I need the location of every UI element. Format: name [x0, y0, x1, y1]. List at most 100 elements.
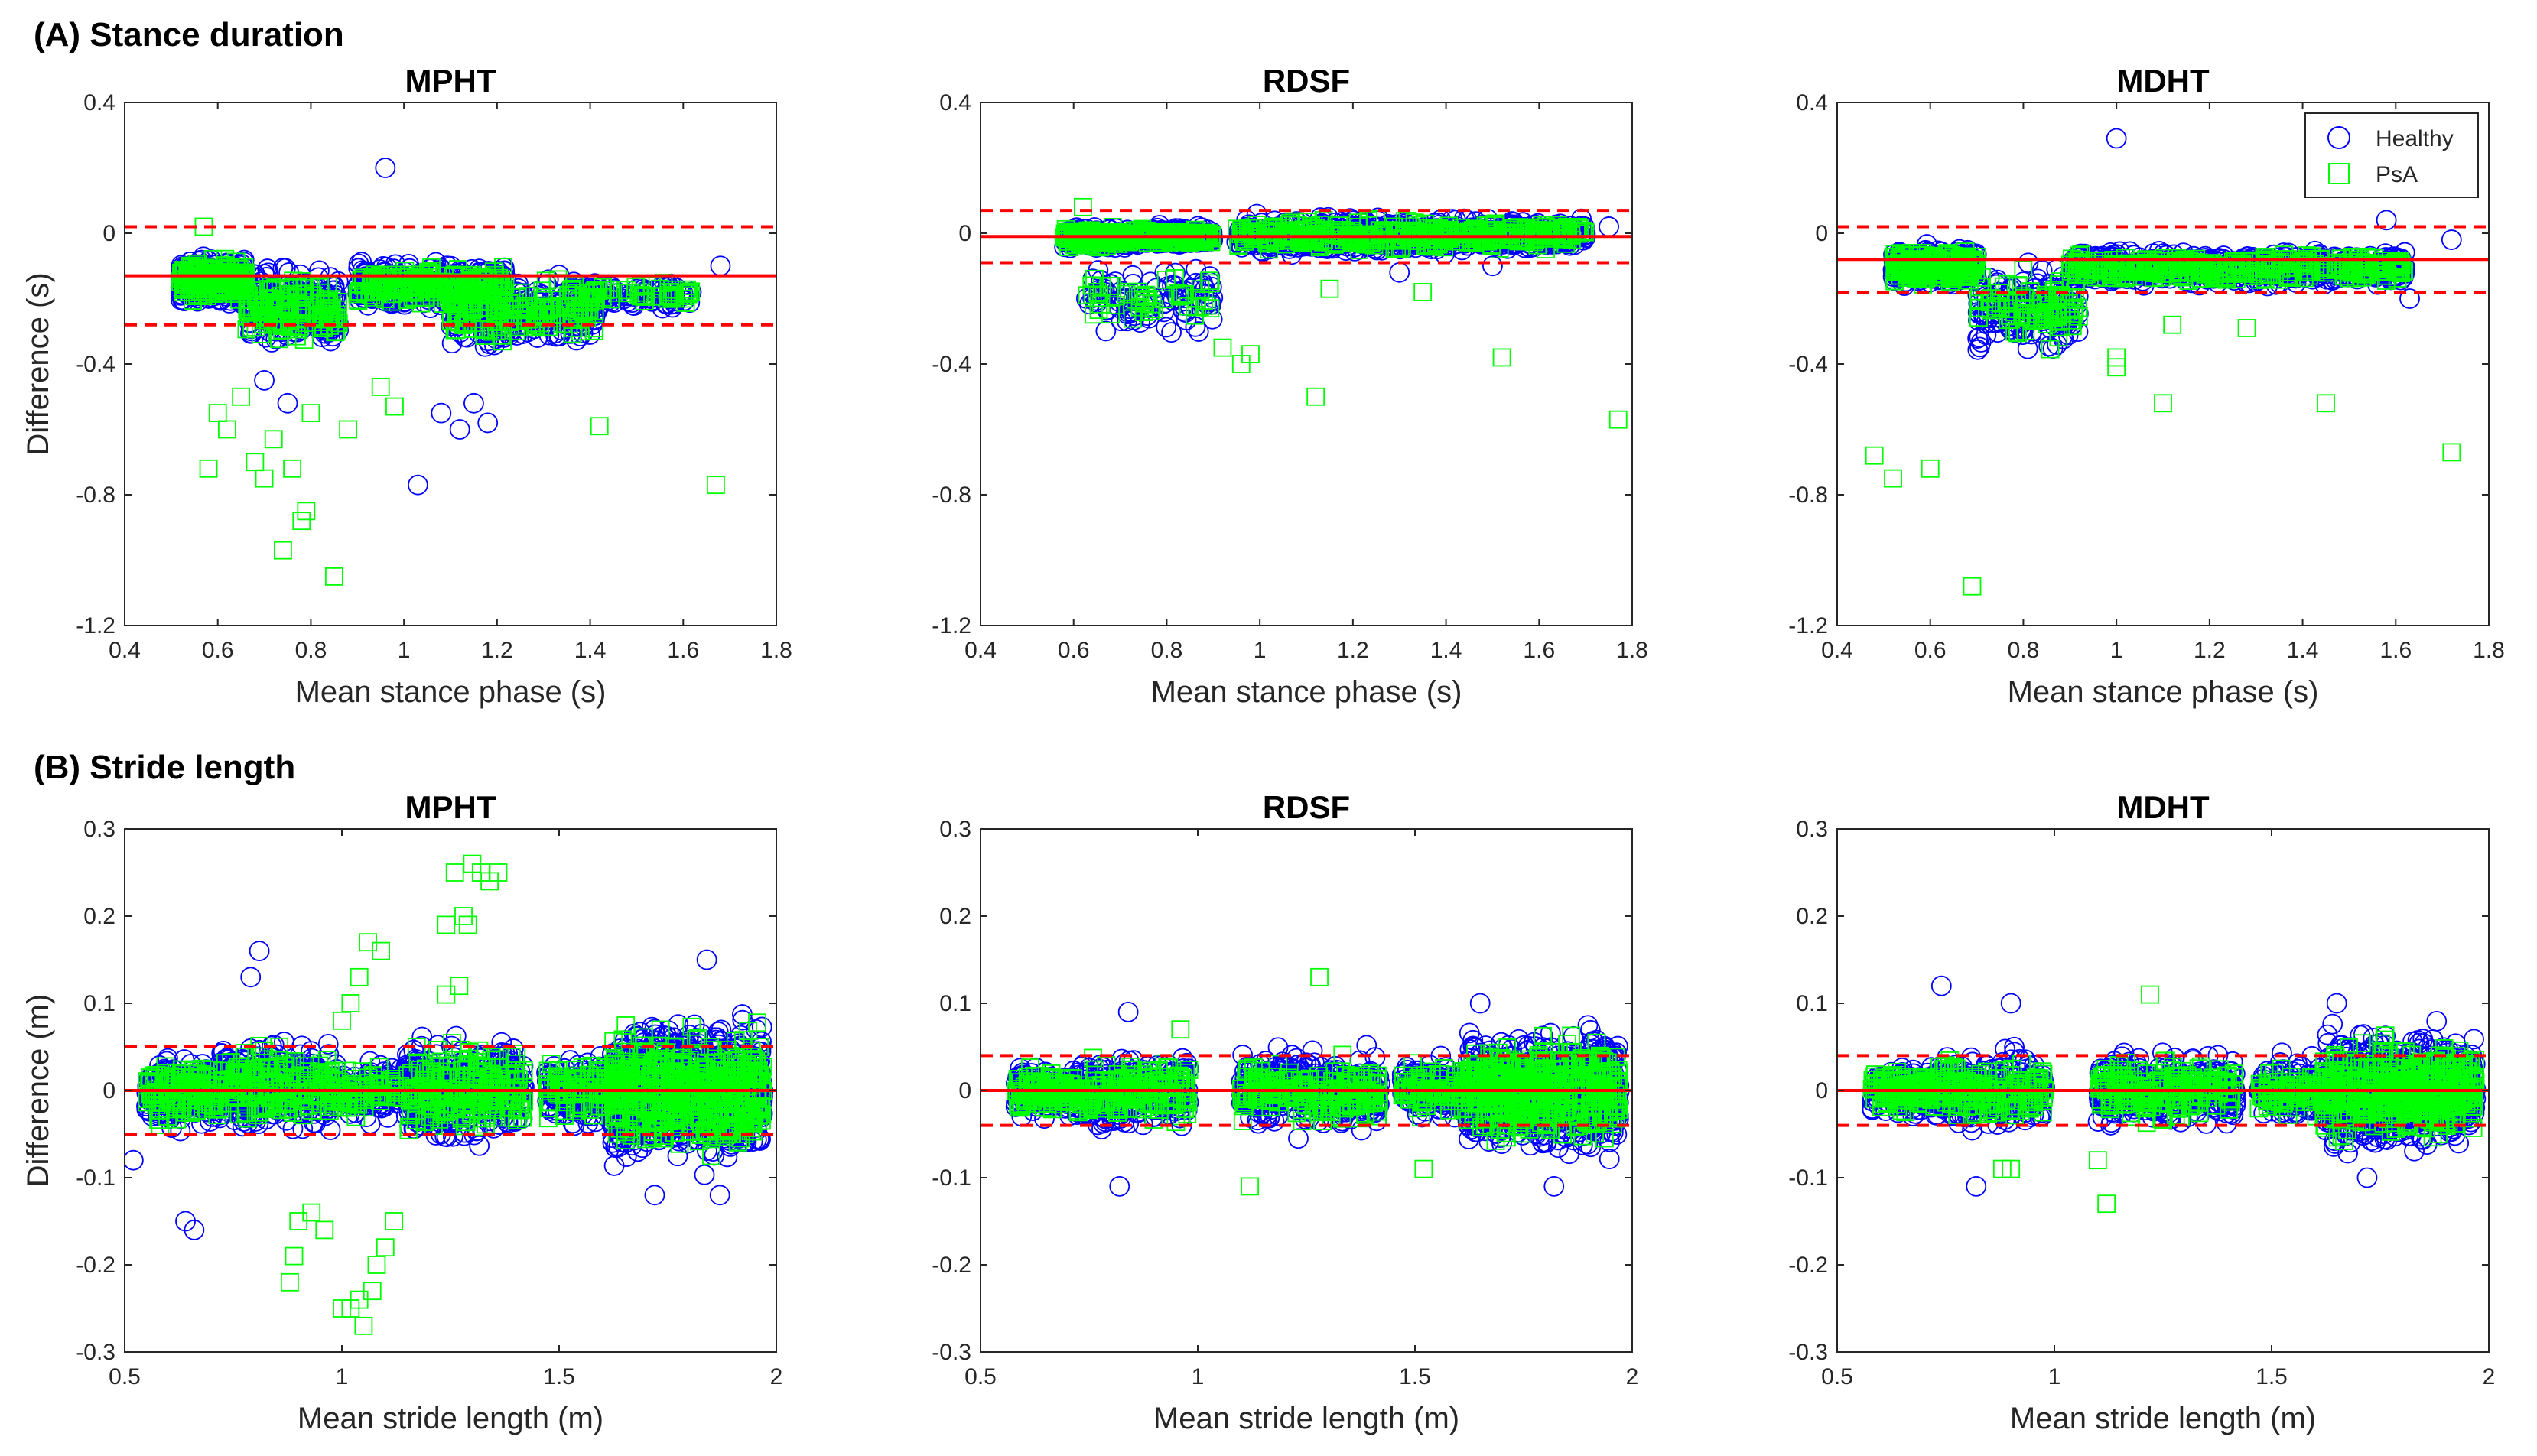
psa-point	[283, 459, 301, 478]
psa-point	[568, 304, 587, 323]
psa-point	[678, 284, 698, 304]
psa-point	[292, 271, 311, 291]
y-tick-label: 0.4	[83, 90, 115, 115]
healthy-point	[431, 402, 452, 424]
psa-point	[1434, 225, 1453, 244]
y-tick-label: 0.4	[939, 90, 971, 115]
healthy-point	[1186, 258, 1207, 280]
psa-point	[320, 304, 339, 323]
psa-point	[1497, 230, 1515, 249]
psa-point	[264, 430, 283, 449]
healthy-point	[2018, 252, 2039, 274]
psa-point	[676, 287, 695, 305]
psa-point	[564, 318, 583, 337]
psa-point	[1153, 223, 1171, 242]
x-tick-label: 1.6	[667, 638, 699, 663]
healthy-point	[375, 158, 396, 178]
psa-point	[1082, 276, 1101, 295]
psa-point	[217, 271, 236, 291]
psa-point	[171, 272, 190, 291]
psa-point	[661, 285, 679, 304]
psa-point	[1105, 296, 1124, 315]
psa-point	[494, 271, 512, 289]
psa-point	[262, 277, 281, 296]
psa-point	[464, 320, 483, 338]
section-label-b: (B) Stride length	[34, 749, 295, 786]
healthy-point	[449, 419, 470, 440]
psa-point	[506, 322, 525, 341]
psa-point	[1576, 223, 1595, 242]
psa-point	[1561, 226, 1580, 245]
psa-point	[1241, 345, 1260, 364]
x-tick-label: 0.4	[964, 638, 997, 663]
psa-point	[243, 281, 262, 301]
psa-point	[1362, 230, 1381, 249]
psa-point	[255, 469, 274, 488]
psa-point	[584, 284, 602, 303]
psa-point	[292, 512, 311, 531]
x-tick-label: 1	[1254, 638, 1267, 663]
psa-point	[1055, 224, 1075, 243]
y-tick-label: 0	[958, 221, 971, 246]
psa-point	[1492, 348, 1511, 367]
psa-point	[294, 330, 314, 349]
healthy-point	[1130, 312, 1150, 333]
psa-point	[536, 271, 555, 291]
psa-point	[1526, 230, 1545, 249]
psa-point	[480, 284, 499, 304]
psa-point	[321, 310, 340, 328]
psa-point	[1548, 216, 1567, 235]
healthy-point	[2021, 323, 2042, 345]
y-tick-label: -0.4	[932, 352, 971, 377]
psa-point	[1173, 285, 1192, 304]
psa-point	[1360, 225, 1379, 244]
x-tick-label: 1.8	[1616, 638, 1648, 663]
psa-point	[272, 320, 291, 340]
psa-point	[464, 300, 483, 319]
psa-point	[275, 311, 294, 330]
psa-point	[457, 314, 476, 333]
psa-point	[292, 288, 311, 307]
psa-point	[297, 502, 316, 521]
x-tick-label: 1.4	[574, 638, 607, 663]
psa-point	[411, 272, 430, 291]
psa-point	[314, 319, 333, 338]
psa-point	[352, 271, 370, 290]
psa-point	[1367, 210, 1385, 229]
psa-point	[408, 268, 427, 288]
psa-point	[1263, 224, 1282, 242]
y-tick-label: -0.8	[932, 483, 971, 508]
psa-point	[449, 260, 467, 278]
psa-point	[1405, 213, 1424, 232]
scatter-points	[1054, 197, 1628, 429]
psa-point	[300, 297, 319, 317]
psa-point	[216, 249, 235, 268]
psa-point	[252, 301, 272, 320]
psa-point	[1109, 232, 1128, 251]
panel-title: MPHT	[405, 63, 496, 99]
psa-point	[1085, 229, 1104, 249]
psa-point	[1514, 229, 1534, 249]
section-label-a: (A) Stance duration	[34, 16, 344, 54]
psa-point	[280, 309, 298, 328]
psa-point	[288, 327, 306, 346]
psa-point	[1374, 230, 1394, 249]
psa-point	[1302, 216, 1320, 236]
psa-point	[350, 282, 369, 301]
y-tick-label: -0.4	[76, 352, 115, 377]
healthy-point	[1969, 327, 1990, 348]
psa-point	[505, 293, 524, 312]
healthy-point	[1994, 286, 2015, 307]
psa-point	[520, 310, 539, 329]
y-tick-label: -0.8	[76, 483, 115, 508]
psa-point	[1348, 229, 1368, 248]
psa-point	[584, 321, 603, 340]
x-tick-label: 1.2	[481, 638, 513, 663]
psa-point	[243, 296, 262, 315]
psa-point	[650, 279, 669, 298]
panel-title: MDHT	[2116, 63, 2210, 99]
healthy-point	[272, 258, 294, 278]
psa-point	[601, 290, 620, 309]
